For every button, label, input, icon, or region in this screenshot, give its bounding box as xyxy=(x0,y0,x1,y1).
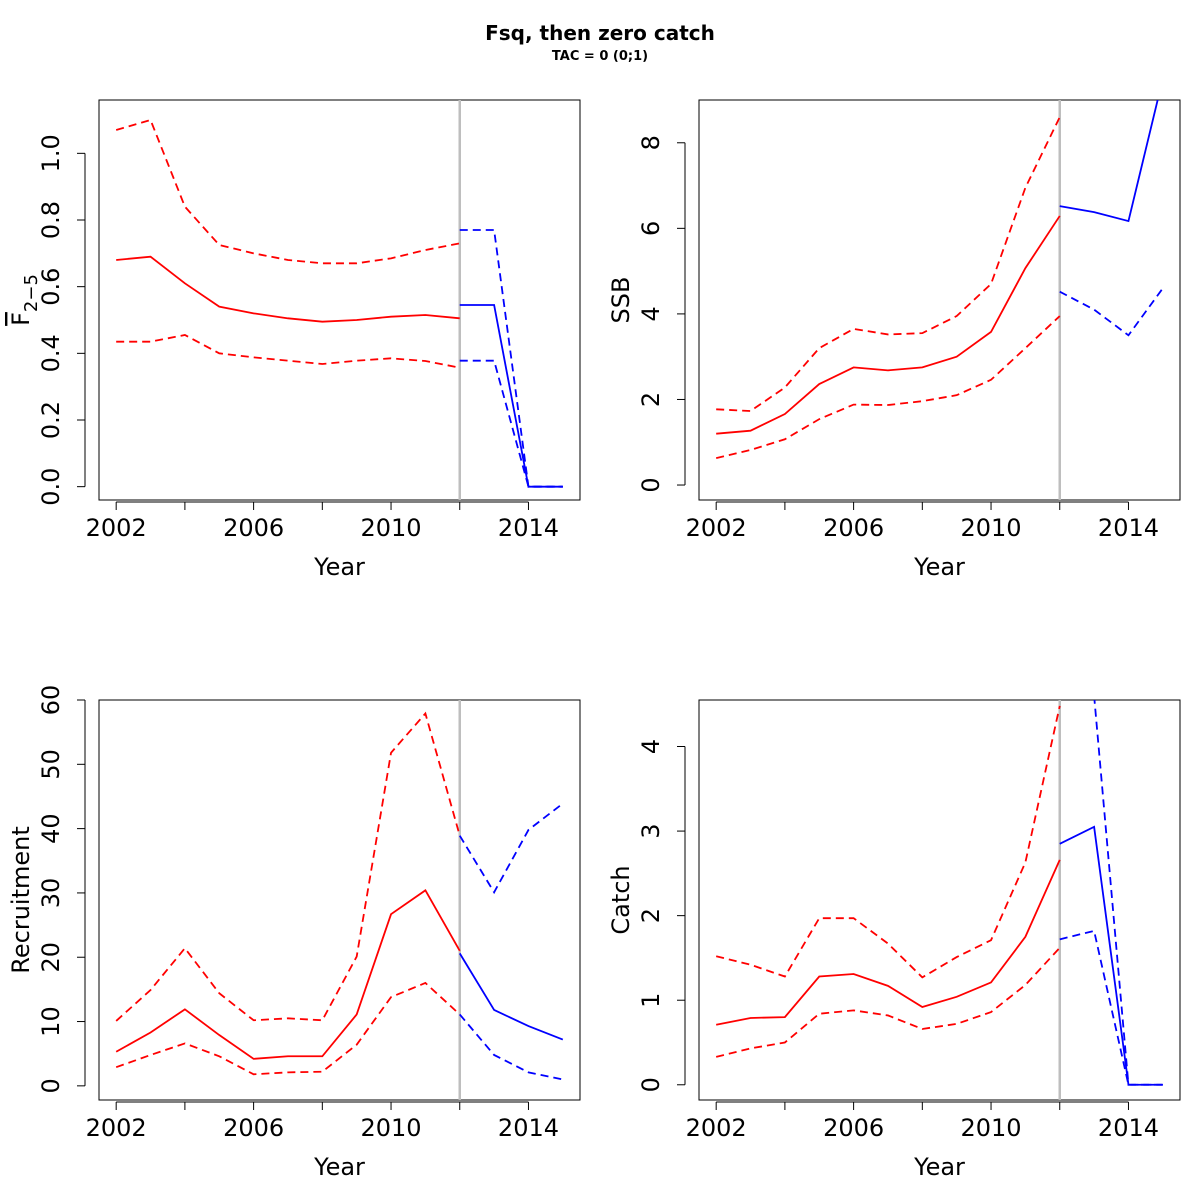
panel-catch: 2002 2006 2010 2014 Year 0 1 2 3 4 Catch xyxy=(607,699,1181,1181)
catch-plot-frame xyxy=(698,699,1181,1101)
ssb-y-tick-label: 6 xyxy=(637,221,665,236)
f-x-tick-label: 2010 xyxy=(360,514,421,542)
ssb-x-tick-label: 2010 xyxy=(960,514,1021,542)
catch-history-bound-line-1 xyxy=(715,705,1061,979)
panel-f: 2002 2006 2010 2014 Year 0.0 0.2 0.4 0.6 0.8 1.0 F2… xyxy=(7,99,581,581)
recruitment-x-tick-label: 2010 xyxy=(360,1114,421,1142)
panel-ssb: 2002 2006 2010 2014 Year 0 2 4 6 8 SSB xyxy=(607,99,1181,581)
recruitment-x-tick-label: 2002 xyxy=(86,1114,147,1142)
f-history-bound-line-1 xyxy=(115,118,460,265)
recruitment-y-tick-label: 60 xyxy=(37,685,65,716)
recruitment-plot-frame xyxy=(98,699,581,1101)
catch-forecast-estimate-line-3 xyxy=(1059,825,1163,1086)
recruitment-forecast-bound-line-4 xyxy=(458,802,564,895)
f-history-bound-line-2 xyxy=(116,334,460,369)
catch-x-tick-label: 2010 xyxy=(960,1114,1021,1142)
ssb-x-tick-label: 2002 xyxy=(686,514,747,542)
figure-title: Fsq, then zero catch xyxy=(485,21,715,45)
recruitment-y-tick-label: 20 xyxy=(37,942,65,973)
panels: 2002 2006 2010 2014Year0.00.20.40.60.81.0F2… xyxy=(7,99,1181,1181)
catch-history-bound-line-2 xyxy=(715,947,1061,1058)
recruitment-y-tick-label: 0 xyxy=(37,1078,65,1093)
ssb-y-tick-label: 8 xyxy=(637,135,665,150)
f-y-tick-label: 0.4 xyxy=(37,334,65,372)
ssb-forecast-estimate-line-3 xyxy=(1059,100,1159,223)
recruitment-y-tick-label: 40 xyxy=(37,813,65,844)
catch-x-axis-title: Year xyxy=(913,1153,965,1181)
f-y-axis-title: F2−5 xyxy=(7,274,42,326)
recruitment-y-tick-label: 10 xyxy=(37,1006,65,1037)
catch-x-tick-label: 2006 xyxy=(823,1114,884,1142)
recruitment-y-tick-label: 30 xyxy=(37,878,65,909)
ssb-y-tick-label: 0 xyxy=(637,477,665,492)
f-forecast-bound-line-4 xyxy=(459,229,563,488)
recruitment-forecast-estimate-line-3 xyxy=(458,952,564,1041)
recruitment-forecast-bound-line-5 xyxy=(459,1013,564,1081)
ssb-y-axis-title: SSB xyxy=(607,277,635,324)
ssb-y-tick-label: 2 xyxy=(637,392,665,407)
catch-y-tick-label: 0 xyxy=(637,1077,665,1092)
ssb-x-axis-title: Year xyxy=(913,553,965,581)
recruitment-history-estimate-line-0 xyxy=(115,889,461,1060)
f-x-axis-title: Year xyxy=(313,553,365,581)
f-y-tick-label: 0.0 xyxy=(37,468,65,506)
ssb-forecast-bound-line-4 xyxy=(1059,287,1164,337)
ssb-x-tick-label: 2014 xyxy=(1098,514,1159,542)
ssb-x-tick-label: 2006 xyxy=(823,514,884,542)
catch-forecast-bound-line-5 xyxy=(1093,700,1163,1086)
catch-x-tick-label: 2002 xyxy=(686,1114,747,1142)
f-history-estimate-line-0 xyxy=(116,255,460,323)
f-y-tick-label: 0.8 xyxy=(37,201,65,239)
f-y-tick-label: 0.2 xyxy=(37,401,65,439)
catch-y-tick-label: 2 xyxy=(637,908,665,923)
recruitment-y-tick-label: 50 xyxy=(37,749,65,780)
catch-history-estimate-line-0 xyxy=(716,859,1061,1026)
catch-y-tick-label: 3 xyxy=(637,823,665,838)
ssb-history-bound-line-2 xyxy=(715,315,1061,459)
f-plot-frame xyxy=(98,99,581,501)
recruitment-x-tick-label: 2006 xyxy=(223,1114,284,1142)
f-forecast-bound-line-5 xyxy=(459,359,563,488)
f-series-group xyxy=(115,118,563,488)
ssb-plot-frame xyxy=(698,99,1181,501)
recruitment-y-axis-title: Recruitment xyxy=(7,826,35,973)
recruitment-x-tick-label: 2014 xyxy=(498,1114,559,1142)
catch-y-tick-label: 1 xyxy=(637,993,665,1008)
catch-x-tick-label: 2014 xyxy=(1098,1114,1159,1142)
catch-y-axis-title: Catch xyxy=(607,865,635,934)
f-y-tick-label: 0.6 xyxy=(37,268,65,306)
f-x-tick-label: 2006 xyxy=(223,514,284,542)
recruitment-history-bound-line-2 xyxy=(115,981,461,1076)
catch-series-group xyxy=(715,700,1163,1086)
ssb-history-bound-line-1 xyxy=(716,116,1061,412)
f-y-tick-label: 1.0 xyxy=(37,134,65,172)
recruitment-series-group xyxy=(115,711,564,1081)
ssb-y-tick-label: 4 xyxy=(637,306,665,321)
ssb-history-estimate-line-0 xyxy=(716,215,1061,435)
recruitment-history-bound-line-1 xyxy=(115,711,461,1022)
figure-subtitle: TAC = 0 (0;1) xyxy=(552,49,648,64)
ssb-series-group xyxy=(715,100,1164,459)
f-x-tick-label: 2002 xyxy=(86,514,147,542)
catch-y-tick-label: 4 xyxy=(637,739,665,754)
panel-recruitment: 2002 2006 2010 2014 Year 0 10 20 30 40 50 60 Recruit… xyxy=(7,685,581,1181)
f-x-tick-label: 2014 xyxy=(498,514,559,542)
recruitment-x-axis-title: Year xyxy=(313,1153,365,1181)
f-forecast-estimate-line-3 xyxy=(459,304,563,488)
